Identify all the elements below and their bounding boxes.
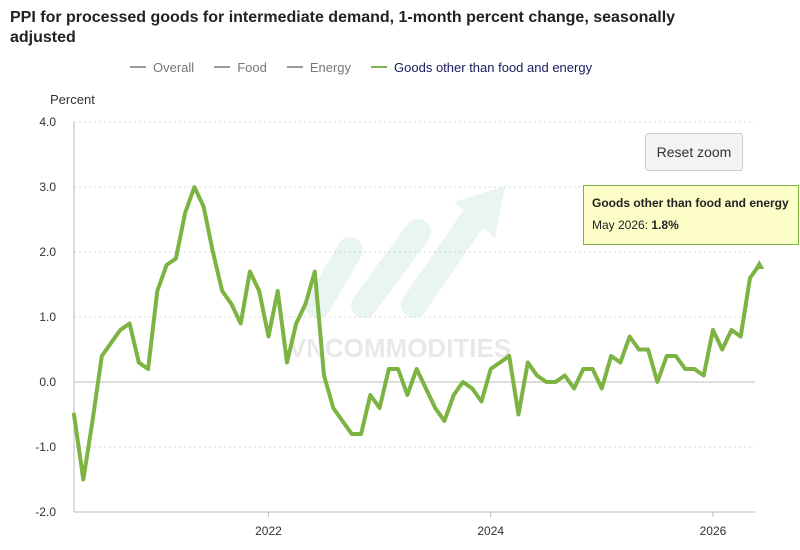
y-axis-label: Percent	[50, 92, 95, 107]
watermark-text: VNCOMMODITIES	[289, 333, 511, 363]
y-tick-labels: 4.0 3.0 2.0 1.0 0.0 -1.0 -2.0	[35, 115, 56, 519]
series-line	[72, 185, 762, 482]
axes	[73, 122, 755, 513]
legend-swatch-overall	[130, 66, 146, 68]
series-goods-other	[72, 185, 765, 482]
legend-item-overall[interactable]: Overall	[130, 60, 194, 75]
y-tick-label: -1.0	[35, 440, 56, 454]
tooltip-value: 1.8%	[651, 218, 679, 232]
y-tick-label: 3.0	[39, 180, 56, 194]
x-tick-label: 2026	[700, 524, 727, 538]
legend-label-goods-other: Goods other than food and energy	[394, 59, 593, 75]
tooltip-body: May 2026: 1.8%	[592, 218, 790, 232]
tooltip-title: Goods other than food and energy	[592, 196, 789, 210]
legend-label-overall: Overall	[153, 59, 195, 75]
tooltip-label: May 2026:	[592, 218, 649, 232]
y-tick-label: 1.0	[39, 310, 56, 324]
legend-swatch-food	[214, 66, 231, 68]
chart-title: PPI for processed goods for intermediate…	[10, 9, 676, 46]
y-tick-label: 2.0	[39, 245, 56, 259]
legend-label-food: Food	[237, 59, 267, 75]
legend-swatch-energy	[286, 66, 303, 68]
legend-label-energy: Energy	[309, 59, 352, 75]
y-tick-label: 0.0	[39, 375, 56, 389]
y-tick-label: 4.0	[39, 115, 56, 129]
hover-point-marker[interactable]	[754, 260, 765, 269]
legend-item-energy[interactable]: Energy	[286, 59, 352, 75]
legend-item-food[interactable]: Food	[214, 60, 267, 75]
x-tick-label: 2022	[255, 524, 282, 538]
y-tick-label: -2.0	[35, 505, 56, 519]
x-tick-labels: 2022 2024 2026	[255, 512, 727, 538]
watermark-logo: VNCOMMODITIES	[289, 186, 511, 363]
legend-swatch-goods-other	[371, 66, 388, 68]
reset-zoom-button[interactable]: Reset zoom	[645, 133, 743, 171]
tooltip: Goods other than food and energy May 202…	[583, 185, 799, 245]
x-tick-label: 2024	[477, 524, 504, 538]
legend-item-goods-other[interactable]: Goods other than food and energy	[371, 60, 592, 75]
chart-legend: Overall Food Energy Goods other than foo…	[130, 59, 612, 75]
